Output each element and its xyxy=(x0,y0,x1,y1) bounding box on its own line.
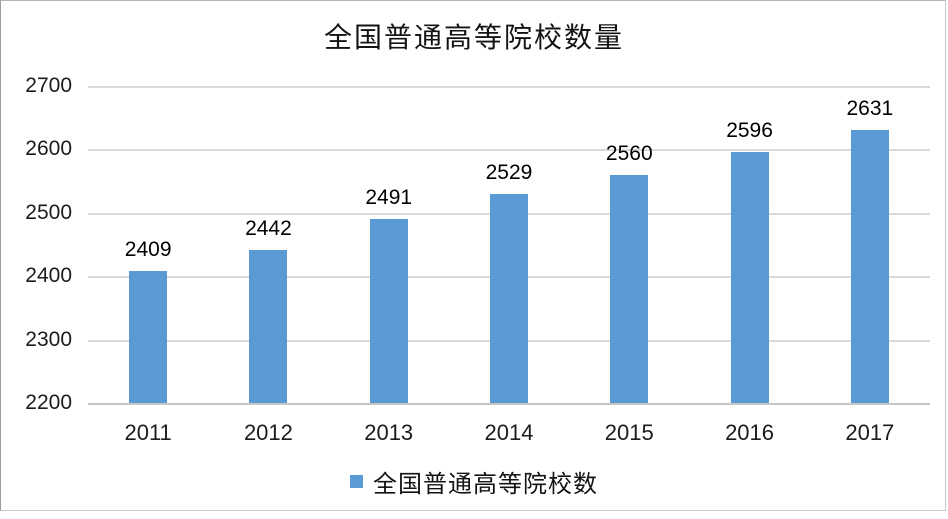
gridline xyxy=(88,149,930,152)
bar-slot: 2442 xyxy=(208,86,328,403)
bar xyxy=(249,249,288,403)
bar-slot: 2596 xyxy=(689,86,809,403)
x-tick-label: 2013 xyxy=(364,420,414,445)
plot-area: 2409 2442 2491 2529 2560 2596 2631 xyxy=(88,86,930,405)
x-axis-labels: 2011 2012 2013 2014 2015 2016 2017 xyxy=(88,420,930,446)
bar-value-label: 2409 xyxy=(124,237,172,261)
gridline xyxy=(88,86,930,88)
bar xyxy=(369,218,408,403)
bar-value-label: 2442 xyxy=(245,216,292,240)
y-tick-label: 2200 xyxy=(25,391,72,414)
chart-title: 全国普通高等院校数量 xyxy=(323,23,624,54)
y-axis-labels: 2200 2300 2400 2500 2600 2700 xyxy=(0,74,72,414)
bar-slot: 2631 xyxy=(810,86,930,403)
y-tick-label: 2400 xyxy=(25,264,72,288)
bar-slot: 2560 xyxy=(569,86,689,403)
bars: 2409 2442 2491 2529 2560 2596 2631 xyxy=(88,86,930,403)
x-tick-label: 2014 xyxy=(484,420,534,445)
bar-value-label: 2596 xyxy=(726,118,773,142)
bar xyxy=(610,174,649,403)
bar xyxy=(129,270,168,403)
bar xyxy=(850,129,889,403)
bar-value-label: 2631 xyxy=(846,96,894,120)
bar-slot: 2409 xyxy=(88,86,208,403)
x-tick-label: 2015 xyxy=(604,420,654,445)
legend-swatch-icon xyxy=(350,475,363,488)
bar xyxy=(730,151,769,403)
y-tick-label: 2500 xyxy=(25,200,72,224)
x-tick-label: 2012 xyxy=(243,420,293,445)
bar-value-label: 2529 xyxy=(485,161,533,185)
bar-slot: 2529 xyxy=(449,86,569,403)
x-tick-label: 2017 xyxy=(845,420,895,445)
bar-slot: 2491 xyxy=(329,86,449,403)
y-tick-label: 2300 xyxy=(25,327,72,351)
bar xyxy=(489,194,528,403)
bar-value-label: 2491 xyxy=(365,185,413,209)
y-tick-label: 2700 xyxy=(25,74,72,97)
bar-value-label: 2560 xyxy=(605,141,653,165)
x-tick-label: 2016 xyxy=(725,420,775,445)
y-tick-label: 2600 xyxy=(25,137,72,161)
x-tick-label: 2011 xyxy=(124,420,172,445)
legend: 全国普通高等院校数 xyxy=(0,464,948,499)
legend-label: 全国普通高等院校数 xyxy=(373,472,598,498)
